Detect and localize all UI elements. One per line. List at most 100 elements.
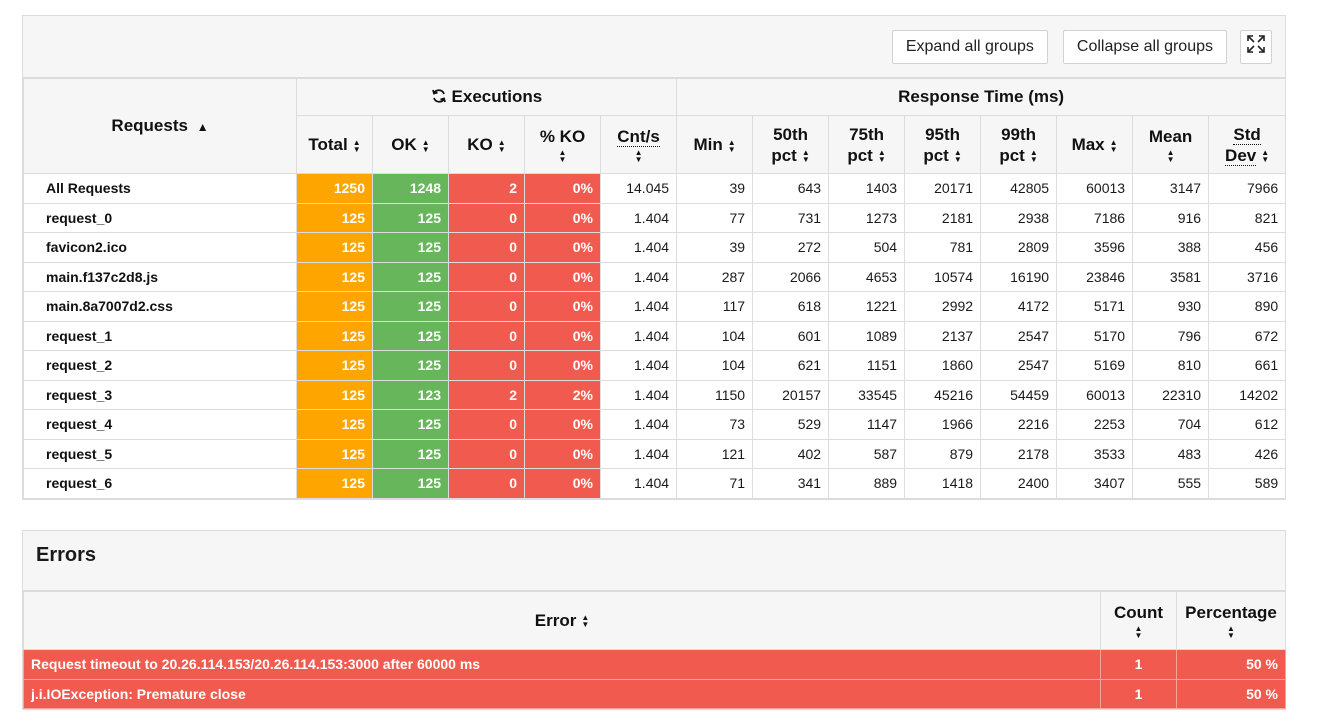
ok-cell: 125 <box>372 468 449 499</box>
expand-arrows-icon <box>1247 35 1265 58</box>
mean-header-label: Mean <box>1148 127 1193 146</box>
cnts-cell: 1.404 <box>599 261 678 292</box>
request-name-cell[interactable]: request_5 <box>23 438 297 469</box>
count-column-header[interactable]: Count ▲ ▼ <box>1100 591 1177 650</box>
error-row: Request timeout to 20.26.114.153/20.26.1… <box>23 649 1286 680</box>
p95-cell: 1966 <box>904 409 982 440</box>
p95-header-label: 95th <box>925 124 961 144</box>
error-column-header[interactable]: Error ▲ ▼ <box>23 591 1101 650</box>
p95-cell: 1860 <box>904 350 982 381</box>
percent-ko-header-label: % KO <box>539 127 586 146</box>
request-name-cell[interactable]: request_2 <box>23 350 297 381</box>
std-dev-column-header[interactable]: Std Dev ▲ ▼ <box>1208 115 1287 174</box>
pko-cell: 2% <box>524 379 601 410</box>
ko-cell: 2 <box>448 379 525 410</box>
total-cell: 125 <box>296 232 373 263</box>
pko-cell: 0% <box>524 173 601 204</box>
errors-panel: Errors Error ▲ ▼ Count ▲ ▼ Percentage ▲ ▼ Requ… <box>22 530 1286 710</box>
p99-cell: 16190 <box>980 261 1058 292</box>
std-cell: 661 <box>1208 350 1287 381</box>
p95-cell: 2181 <box>904 202 982 233</box>
expand-all-groups-button[interactable]: Expand all groups <box>891 29 1048 64</box>
total-column-header[interactable]: Total ▲ ▼ <box>296 115 373 174</box>
percent-ko-column-header[interactable]: % KO ▲ ▼ <box>524 115 601 174</box>
pko-cell: 0% <box>524 350 601 381</box>
response-time-group-header: Response Time (ms) <box>676 78 1287 116</box>
sort-both-icon: ▲ ▼ <box>877 148 886 165</box>
ok-cell: 123 <box>372 379 449 410</box>
ok-cell: 125 <box>372 232 449 263</box>
sort-both-icon: ▲ ▼ <box>801 148 810 165</box>
p99-cell: 4172 <box>980 291 1058 322</box>
request-name-cell[interactable]: request_4 <box>23 409 297 440</box>
sort-both-icon: ▲ ▼ <box>953 148 962 165</box>
p50-cell: 601 <box>752 320 830 351</box>
total-cell: 125 <box>296 261 373 292</box>
cnts-cell: 1.404 <box>599 291 678 322</box>
errors-title: Errors <box>23 531 1285 591</box>
min-cell: 73 <box>676 409 754 440</box>
p50-column-header[interactable]: 50th pct ▲ ▼ <box>752 115 830 174</box>
ok-cell: 125 <box>372 409 449 440</box>
table-row: request_1 125 125 0 0% 1.404 104 601 1089 2137 254… <box>23 320 1287 351</box>
request-name-cell[interactable]: request_0 <box>23 202 297 233</box>
mean-cell: 388 <box>1132 232 1210 263</box>
min-cell: 104 <box>676 320 754 351</box>
std-cell: 7966 <box>1208 173 1287 204</box>
percentage-column-header[interactable]: Percentage ▲ ▼ <box>1176 591 1286 650</box>
table-row: request_5 125 125 0 0% 1.404 121 402 587 879 2178 3… <box>23 438 1287 469</box>
mean-cell: 930 <box>1132 291 1210 322</box>
p75-column-header[interactable]: 75th pct ▲ ▼ <box>828 115 906 174</box>
executions-header-label: Executions <box>451 87 543 106</box>
ko-column-header[interactable]: KO ▲ ▼ <box>448 115 525 174</box>
cnts-cell: 14.045 <box>599 173 678 204</box>
max-cell: 7186 <box>1056 202 1134 233</box>
statistics-panel: Expand all groups Collapse all groups Re… <box>22 15 1287 500</box>
ok-column-header[interactable]: OK ▲ ▼ <box>372 115 449 174</box>
p75-cell: 1273 <box>828 202 906 233</box>
p50-cell: 272 <box>752 232 830 263</box>
error-count-cell: 1 <box>1100 649 1177 680</box>
p99-cell: 2178 <box>980 438 1058 469</box>
fullscreen-button[interactable] <box>1240 29 1272 64</box>
p95-column-header[interactable]: 95th pct ▲ ▼ <box>904 115 982 174</box>
max-column-header[interactable]: Max ▲ ▼ <box>1056 115 1134 174</box>
p99-cell: 2938 <box>980 202 1058 233</box>
cnts-cell: 1.404 <box>599 379 678 410</box>
total-cell: 125 <box>296 202 373 233</box>
p75-cell: 1089 <box>828 320 906 351</box>
total-cell: 1250 <box>296 173 373 204</box>
request-name-cell[interactable]: All Requests <box>23 173 297 204</box>
p50-cell: 20157 <box>752 379 830 410</box>
p95-cell: 2992 <box>904 291 982 322</box>
table-row: All Requests 1250 1248 2 0% 14.045 39 643 1403 20… <box>23 173 1287 204</box>
p50-cell: 402 <box>752 438 830 469</box>
max-cell: 5170 <box>1056 320 1134 351</box>
table-row: request_2 125 125 0 0% 1.404 104 621 1151 1860 254… <box>23 350 1287 381</box>
request-name-cell[interactable]: main.f137c2d8.js <box>23 261 297 292</box>
min-cell: 39 <box>676 232 754 263</box>
mean-cell: 555 <box>1132 468 1210 499</box>
p99-cell: 54459 <box>980 379 1058 410</box>
table-row: main.8a7007d2.css 125 125 0 0% 1.404 117 618 122… <box>23 291 1287 322</box>
request-name-cell[interactable]: main.8a7007d2.css <box>23 291 297 322</box>
request-name-cell[interactable]: favicon2.ico <box>23 232 297 263</box>
collapse-all-groups-button[interactable]: Collapse all groups <box>1062 29 1227 64</box>
p99-column-header[interactable]: 99th pct ▲ ▼ <box>980 115 1058 174</box>
mean-cell: 483 <box>1132 438 1210 469</box>
request-name-cell[interactable]: request_1 <box>23 320 297 351</box>
sort-both-icon: ▲ ▼ <box>352 137 361 154</box>
cnts-cell: 1.404 <box>599 350 678 381</box>
p99-cell: 2216 <box>980 409 1058 440</box>
cnts-column-header[interactable]: Cnt/s ▲ ▼ <box>599 115 678 174</box>
mean-cell: 3581 <box>1132 261 1210 292</box>
p75-header-label: 75th <box>849 124 885 144</box>
requests-column-header[interactable]: Requests ▲ <box>23 78 297 174</box>
table-row: request_6 125 125 0 0% 1.404 71 341 889 1418 2400 3… <box>23 468 1287 499</box>
request-name-cell[interactable]: request_3 <box>23 379 297 410</box>
mean-column-header[interactable]: Mean ▲ ▼ <box>1132 115 1210 174</box>
request-name-cell[interactable]: request_6 <box>23 468 297 499</box>
min-column-header[interactable]: Min ▲ ▼ <box>676 115 754 174</box>
requests-header-label: Requests <box>111 116 188 135</box>
ko-cell: 0 <box>448 438 525 469</box>
